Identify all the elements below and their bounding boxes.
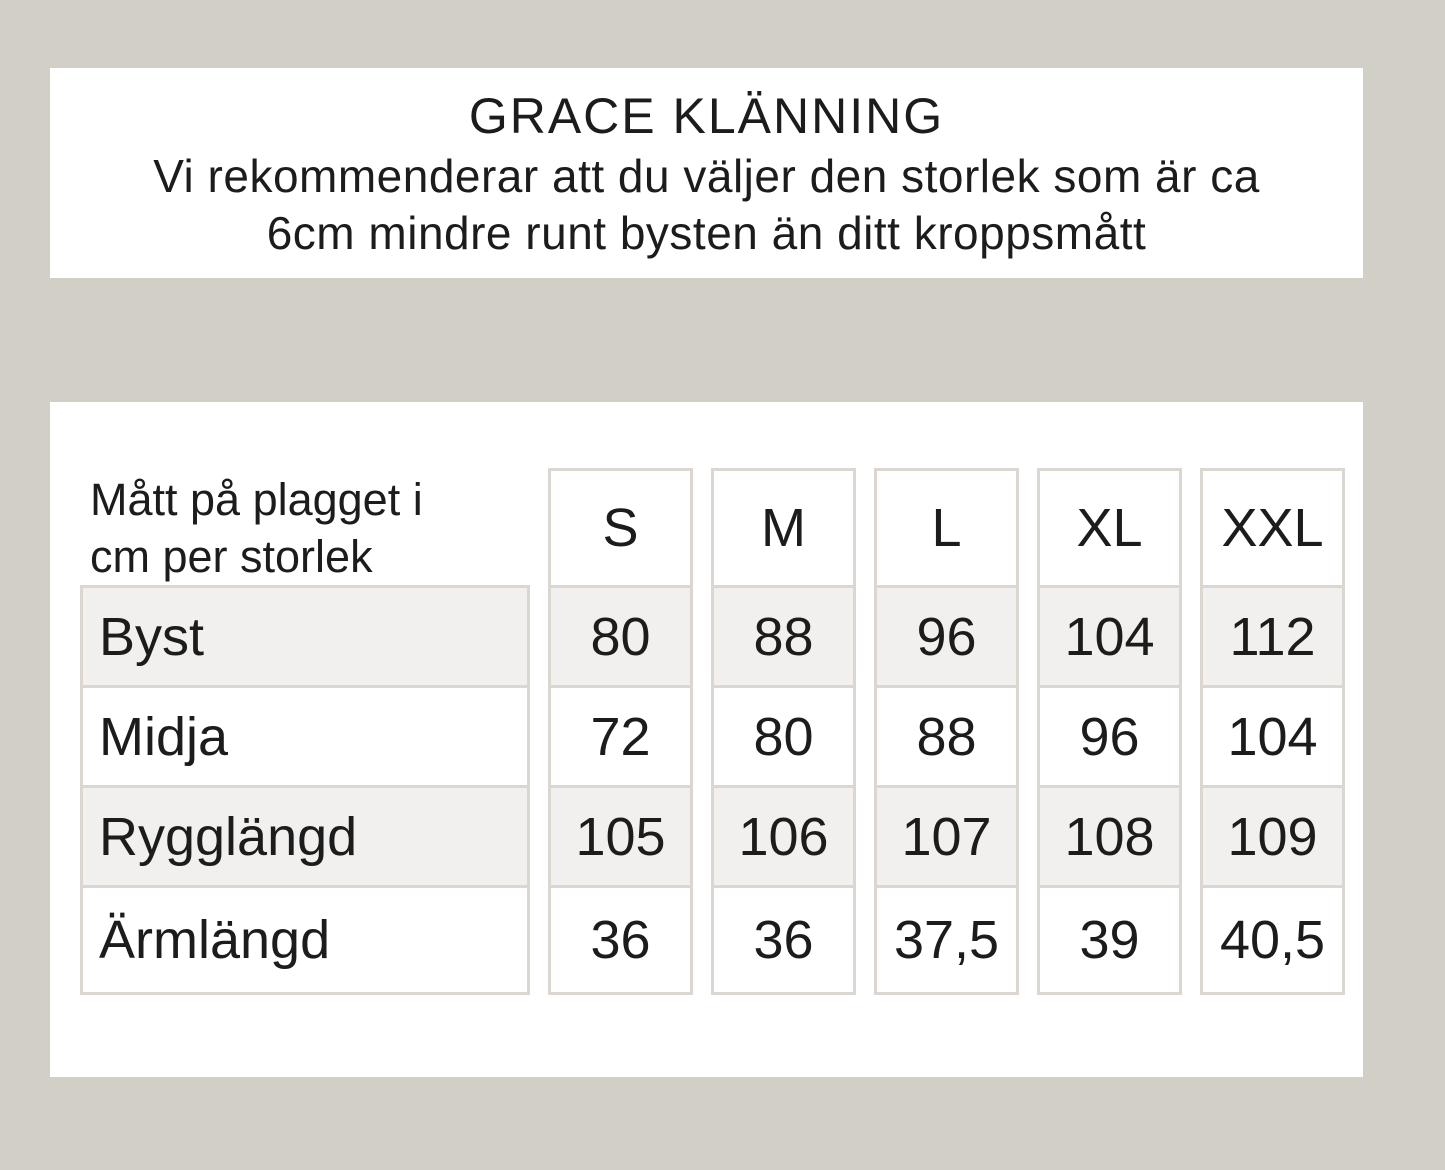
cell-midja-l: 88: [874, 685, 1019, 788]
cell-armlangd-xl: 39: [1037, 885, 1182, 995]
row-label-midja: Midja: [80, 685, 530, 788]
cell-armlangd-l: 37,5: [874, 885, 1019, 995]
cell-rygglangd-xl: 108: [1037, 785, 1182, 888]
column-header-l: L: [874, 468, 1019, 588]
column-header-s: S: [548, 468, 693, 588]
cell-rygglangd-xxl: 109: [1200, 785, 1345, 888]
measurement-label-column: Mått på plagget i cm per storlek Byst Mi…: [80, 468, 530, 995]
cell-rygglangd-m: 106: [711, 785, 856, 888]
column-header-xxl: XXL: [1200, 468, 1345, 588]
size-table: Mått på plagget i cm per storlek Byst Mi…: [80, 468, 1345, 995]
column-header-m: M: [711, 468, 856, 588]
row-label-rygglangd: Rygglängd: [80, 785, 530, 888]
cell-midja-m: 80: [711, 685, 856, 788]
corner-label-line-1: Mått på plagget i: [90, 474, 423, 525]
cell-armlangd-m: 36: [711, 885, 856, 995]
cell-midja-s: 72: [548, 685, 693, 788]
header-panel: GRACE KLÄNNING Vi rekommenderar att du v…: [50, 68, 1363, 278]
row-label-armlangd: Ärmlängd: [80, 885, 530, 995]
corner-label-line-2: cm per storlek: [90, 531, 373, 582]
size-column-m: M 88 80 106 36: [711, 468, 856, 995]
cell-armlangd-s: 36: [548, 885, 693, 995]
size-column-xl: XL 104 96 108 39: [1037, 468, 1182, 995]
row-label-byst: Byst: [80, 585, 530, 688]
cell-byst-l: 96: [874, 585, 1019, 688]
page-title: GRACE KLÄNNING: [468, 88, 945, 144]
cell-byst-m: 88: [711, 585, 856, 688]
size-table-panel: Mått på plagget i cm per storlek Byst Mi…: [50, 402, 1363, 1077]
size-column-l: L 96 88 107 37,5: [874, 468, 1019, 995]
cell-byst-s: 80: [548, 585, 693, 688]
cell-rygglangd-s: 105: [548, 785, 693, 888]
cell-byst-xxl: 112: [1200, 585, 1345, 688]
cell-rygglangd-l: 107: [874, 785, 1019, 888]
table-corner-label: Mått på plagget i cm per storlek: [80, 468, 530, 588]
size-column-s: S 80 72 105 36: [548, 468, 693, 995]
cell-armlangd-xxl: 40,5: [1200, 885, 1345, 995]
subtitle-line-1: Vi rekommenderar att du väljer den storl…: [153, 150, 1260, 202]
column-header-xl: XL: [1037, 468, 1182, 588]
subtitle-line-2: 6cm mindre runt bysten än ditt kroppsmåt…: [266, 207, 1147, 259]
cell-midja-xxl: 104: [1200, 685, 1345, 788]
cell-byst-xl: 104: [1037, 585, 1182, 688]
size-column-xxl: XXL 112 104 109 40,5: [1200, 468, 1345, 995]
cell-midja-xl: 96: [1037, 685, 1182, 788]
